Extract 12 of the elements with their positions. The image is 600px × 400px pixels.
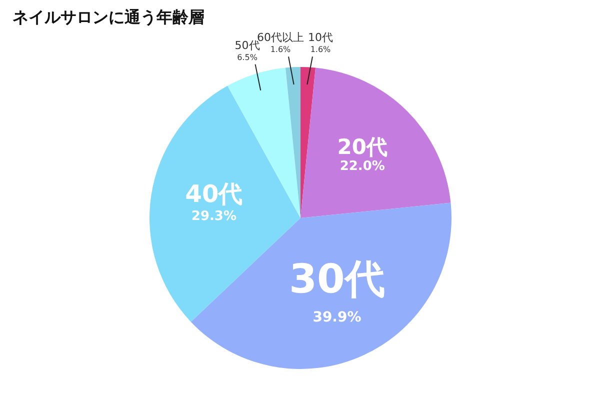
data-label: 1.6% (270, 45, 292, 54)
slice-label: 30代 (289, 256, 385, 302)
chart-title: ネイルサロンに通う年齢層 (12, 8, 204, 26)
data-label: 22.0% (340, 159, 385, 174)
data-label: 29.3% (191, 209, 237, 224)
data-label: 1.6% (310, 45, 332, 54)
data-label: 6.5% (237, 52, 258, 62)
data-label: 39.9% (312, 309, 362, 326)
slice-label: 40代 (185, 180, 243, 208)
slice-label: 20代 (337, 134, 388, 159)
slice-label: 10代 (308, 31, 333, 44)
slice-label: 50代 (234, 38, 260, 52)
